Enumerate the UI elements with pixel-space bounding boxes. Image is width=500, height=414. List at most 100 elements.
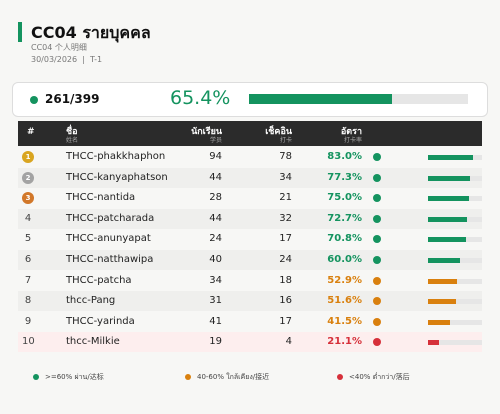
name: THCC-phakkhaphon	[66, 151, 166, 162]
status-dot	[373, 317, 381, 326]
legend-dot	[33, 374, 39, 380]
rate-bar	[428, 319, 451, 325]
summary-track	[249, 94, 468, 104]
students: 24	[209, 233, 222, 245]
rate-track	[428, 237, 482, 243]
checkins: 18	[279, 274, 292, 286]
students: 44	[209, 212, 222, 224]
legend-label: <40% ต่ำกว่า/落后	[349, 373, 410, 381]
legend-dot	[185, 374, 191, 380]
rate-track	[428, 196, 482, 202]
status-dot	[373, 235, 381, 244]
rank: 4	[24, 212, 32, 224]
students: 41	[209, 315, 222, 327]
rate: 83.0%	[327, 151, 362, 162]
rate-bar	[428, 299, 456, 305]
rank-badge: 2	[22, 171, 34, 184]
summary-dot	[30, 96, 38, 104]
rate-bar	[428, 258, 461, 263]
table-row: 2 THCC-kanyaphatson 44 34 77.3%	[18, 167, 482, 188]
rate-track	[428, 216, 482, 222]
rate-bar	[428, 175, 470, 181]
students: 31	[209, 295, 222, 307]
status-dot	[373, 256, 381, 264]
rate-track	[428, 319, 482, 325]
rank: 7	[24, 274, 32, 286]
checkins: 78	[279, 151, 292, 162]
checkins: 34	[279, 171, 292, 183]
table-row: 1 THCC-phakkhaphon 94 78 83.0%	[18, 147, 482, 167]
status-dot	[373, 214, 381, 223]
rank: 8	[24, 295, 32, 307]
date-text: 30/03/2026	[31, 55, 78, 64]
rank-badge: 3	[22, 192, 34, 205]
rate-track	[428, 258, 482, 263]
name: thcc-Milkie	[66, 336, 120, 348]
students: 44	[209, 171, 222, 183]
rate: 41.5%	[327, 315, 362, 327]
legend-dot	[337, 374, 343, 380]
name: THCC-anunyapat	[66, 233, 151, 245]
students: 28	[209, 192, 222, 204]
rate-track	[428, 278, 482, 284]
students: 19	[209, 336, 222, 348]
status-dot	[373, 173, 381, 182]
rate-bar	[428, 155, 473, 160]
column-header: เช็คอิน	[265, 127, 292, 137]
accent	[18, 22, 22, 42]
name: THCC-patcharada	[66, 212, 155, 224]
name: THCC-natthawipa	[66, 254, 154, 265]
table-row: 5 THCC-anunyapat 24 17 70.8%	[18, 229, 482, 250]
rate-bar	[428, 340, 440, 346]
checkins: 17	[279, 315, 292, 327]
rate: 51.6%	[327, 295, 362, 307]
rank-badge: 1	[22, 151, 34, 163]
rate: 60.0%	[327, 254, 362, 265]
column-subheader: 打卡率	[343, 137, 362, 144]
rate-bar	[428, 237, 467, 243]
table-header: # ชื่อ 姓名 นักเรียน 学员 เช็คอิน 打卡 อัตรา 打卡率	[18, 121, 482, 146]
students: 34	[209, 274, 222, 286]
name: THCC-kanyaphatson	[66, 171, 168, 183]
legend-label: >=60% ผ่าน/达标	[45, 373, 104, 381]
rank: 6	[24, 254, 32, 265]
column-header: นักเรียน	[191, 127, 222, 137]
summary-count: 261/399	[45, 92, 100, 106]
table-row: 6 THCC-natthawipa 40 24 60.0%	[18, 250, 482, 270]
checkins: 17	[279, 233, 292, 245]
table-row: 10 thcc-Milkie 19 4 21.1%	[18, 332, 482, 353]
column-subheader: 姓名	[66, 137, 79, 144]
name: THCC-patcha	[66, 274, 132, 286]
table-row: 3 THCC-nantida 28 21 75.0%	[18, 188, 482, 209]
table-row: 9 THCC-yarinda 41 17 41.5%	[18, 311, 482, 332]
checkins: 24	[279, 254, 292, 265]
rate-track	[428, 155, 482, 160]
column-header: อัตรา	[340, 127, 362, 137]
summary-card: 261/399 65.4%	[12, 82, 488, 117]
rate: 72.7%	[327, 212, 362, 224]
rate: 70.8%	[327, 233, 362, 245]
rate: 77.3%	[327, 171, 362, 183]
rate-bar	[428, 216, 468, 222]
status-dot	[373, 194, 381, 203]
rank: 5	[24, 233, 32, 245]
students: 40	[209, 254, 222, 265]
rate: 52.9%	[327, 274, 362, 286]
column-header: ชื่อ	[66, 127, 78, 137]
subtitle: CC04 个人明细	[31, 43, 87, 52]
summary-rate: 65.4%	[170, 87, 231, 109]
status-dot	[373, 153, 381, 161]
summary-bar	[249, 94, 393, 104]
date: 30/03/2026 | T-1	[31, 55, 103, 64]
name: THCC-nantida	[66, 192, 136, 204]
column-subheader: 学员	[209, 137, 222, 144]
rate-bar	[428, 278, 457, 284]
rate: 75.0%	[327, 192, 362, 204]
rate: 21.1%	[327, 336, 362, 348]
students: 94	[209, 151, 222, 162]
status-dot	[373, 297, 381, 306]
rate-track	[428, 299, 482, 305]
rate-track	[428, 175, 482, 181]
table-row: 7 THCC-patcha 34 18 52.9%	[18, 270, 482, 291]
rank: 9	[24, 315, 32, 327]
